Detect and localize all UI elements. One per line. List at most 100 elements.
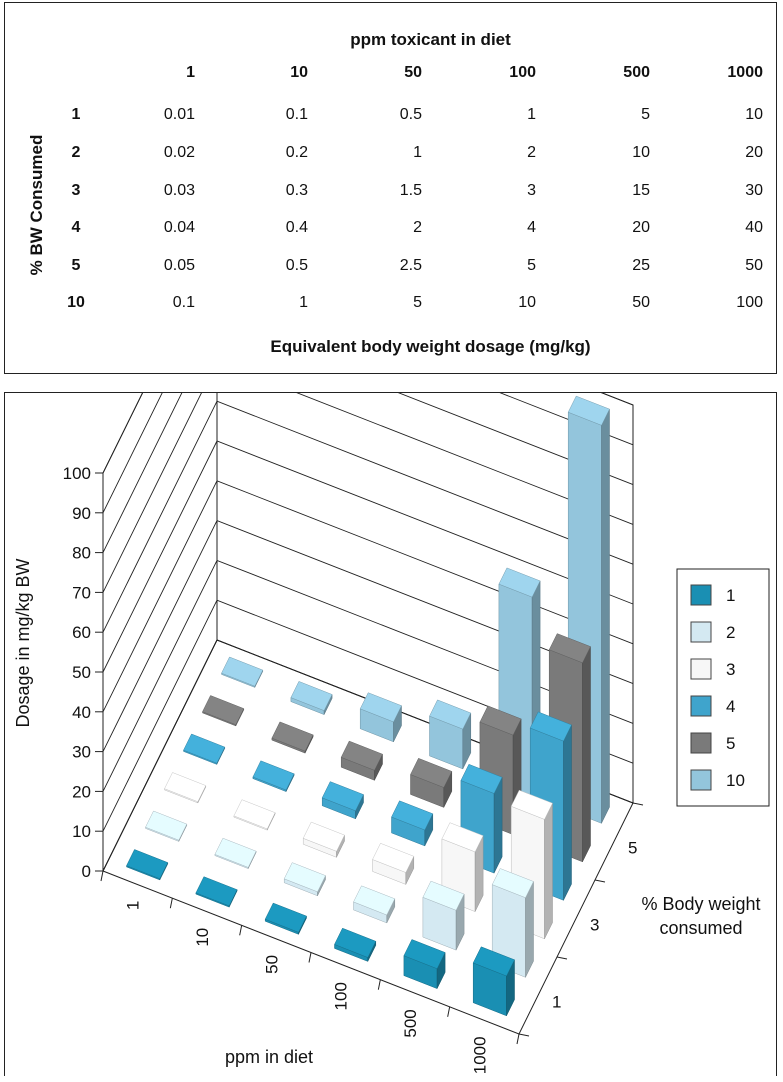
z-axis-title-line1: % Body weight xyxy=(641,894,760,914)
bar-top-face xyxy=(372,842,415,873)
bar-chart-3d: 0102030405060708090100110501005001000135… xyxy=(13,241,770,1074)
bar xyxy=(410,757,453,808)
bar-top-face xyxy=(321,781,364,812)
bar-top-face xyxy=(334,927,377,958)
y-tick-label: 0 xyxy=(82,862,91,881)
bar-top-face xyxy=(202,695,245,726)
bar-top-face xyxy=(145,810,188,841)
table-column-header: 1 xyxy=(186,64,195,81)
bar xyxy=(145,810,188,842)
table-cell: 0.03 xyxy=(163,182,195,199)
table-cell: 0.04 xyxy=(163,219,195,236)
table-cell: 0.02 xyxy=(163,144,195,161)
gridline xyxy=(102,400,634,633)
bar xyxy=(353,885,396,924)
legend-label: 5 xyxy=(726,734,735,753)
table-column-header: 1000 xyxy=(727,64,763,81)
bar xyxy=(334,927,377,962)
table-cell: 10 xyxy=(745,106,763,123)
table-row-header: 4 xyxy=(71,219,81,236)
bar xyxy=(283,862,326,897)
bar xyxy=(422,880,465,951)
bar xyxy=(403,939,446,989)
gridline xyxy=(102,440,634,673)
bar xyxy=(221,656,264,688)
table-cell: 1 xyxy=(299,294,308,311)
bar-top-face xyxy=(391,800,434,831)
y-tick-label: 80 xyxy=(72,544,91,563)
legend-label: 10 xyxy=(726,771,745,790)
table-cell: 3 xyxy=(527,182,536,199)
y-tick-label: 60 xyxy=(72,623,91,642)
x-tick-label: 1000 xyxy=(470,1036,489,1074)
bar-side-face xyxy=(525,881,534,978)
z-tick xyxy=(556,956,568,960)
bar-top-face xyxy=(340,740,383,771)
y-tick-label: 30 xyxy=(72,743,91,762)
table-cell: 0.5 xyxy=(285,257,308,274)
bar xyxy=(214,837,257,869)
bar xyxy=(290,681,333,715)
table-footer: Equivalent body weight dosage (mg/kg) xyxy=(270,337,591,356)
bar-top-face xyxy=(353,885,396,916)
x-tick xyxy=(169,898,173,909)
bar-top-face xyxy=(460,763,503,794)
bar-top-face xyxy=(479,705,522,736)
table-cell: 25 xyxy=(632,257,650,274)
table-cell: 0.3 xyxy=(285,182,308,199)
table-cell: 2 xyxy=(527,144,536,161)
legend-swatch xyxy=(690,769,712,791)
x-tick xyxy=(516,1033,520,1045)
table-row-header: 5 xyxy=(71,257,81,274)
legend: 1 2 3 4 5 10 xyxy=(676,568,770,807)
legend-label: 1 xyxy=(726,586,735,605)
bar xyxy=(126,849,169,881)
gridline xyxy=(102,520,634,752)
bar xyxy=(429,699,472,770)
x-tick xyxy=(308,952,312,963)
table-cell: 20 xyxy=(632,219,650,236)
x-tick-label: 10 xyxy=(193,928,212,947)
table-cell: 1.5 xyxy=(399,182,422,199)
bar-side-face xyxy=(544,803,553,939)
table-column-header: 10 xyxy=(290,64,308,81)
y-tick-label: 20 xyxy=(72,782,91,801)
table-row-header: 2 xyxy=(71,144,81,161)
table-cell: 100 xyxy=(736,294,763,311)
z-tick xyxy=(594,879,606,883)
y-tick-label: 90 xyxy=(72,504,91,523)
x-tick xyxy=(239,925,243,936)
table-row-header: 10 xyxy=(67,294,85,311)
bar-top-face xyxy=(441,822,484,853)
table-row-header: 1 xyxy=(71,106,81,123)
bar-top-face xyxy=(359,692,402,723)
bar-side-face xyxy=(582,646,591,862)
x-tick-label: 50 xyxy=(262,955,281,974)
gridline xyxy=(102,360,634,593)
bar-top-face xyxy=(529,711,572,742)
bar-top-face xyxy=(164,772,207,803)
x-tick xyxy=(100,870,104,882)
bar xyxy=(164,772,207,804)
table-cell: 40 xyxy=(745,219,763,236)
bar-top-face xyxy=(510,789,553,820)
legend-swatch xyxy=(690,695,712,717)
table-cell: 5 xyxy=(527,257,536,274)
bar-top-face xyxy=(195,876,238,907)
table-cell: 10 xyxy=(632,144,650,161)
bar-top-face xyxy=(214,837,257,868)
bar-top-face xyxy=(302,821,345,852)
y-tick-label: 50 xyxy=(72,663,91,682)
gridline xyxy=(102,559,634,792)
table-column-header: 100 xyxy=(509,64,536,81)
bar-top-face xyxy=(429,699,472,730)
bar xyxy=(264,902,307,935)
y-tick-label: 70 xyxy=(72,583,91,602)
bar-side-face xyxy=(493,777,503,874)
bar xyxy=(359,692,402,743)
table-cell: 4 xyxy=(527,219,536,236)
bar-top-face xyxy=(183,733,226,764)
bar xyxy=(195,876,238,908)
y-tick-label: 40 xyxy=(72,703,91,722)
table-cell: 20 xyxy=(745,144,763,161)
